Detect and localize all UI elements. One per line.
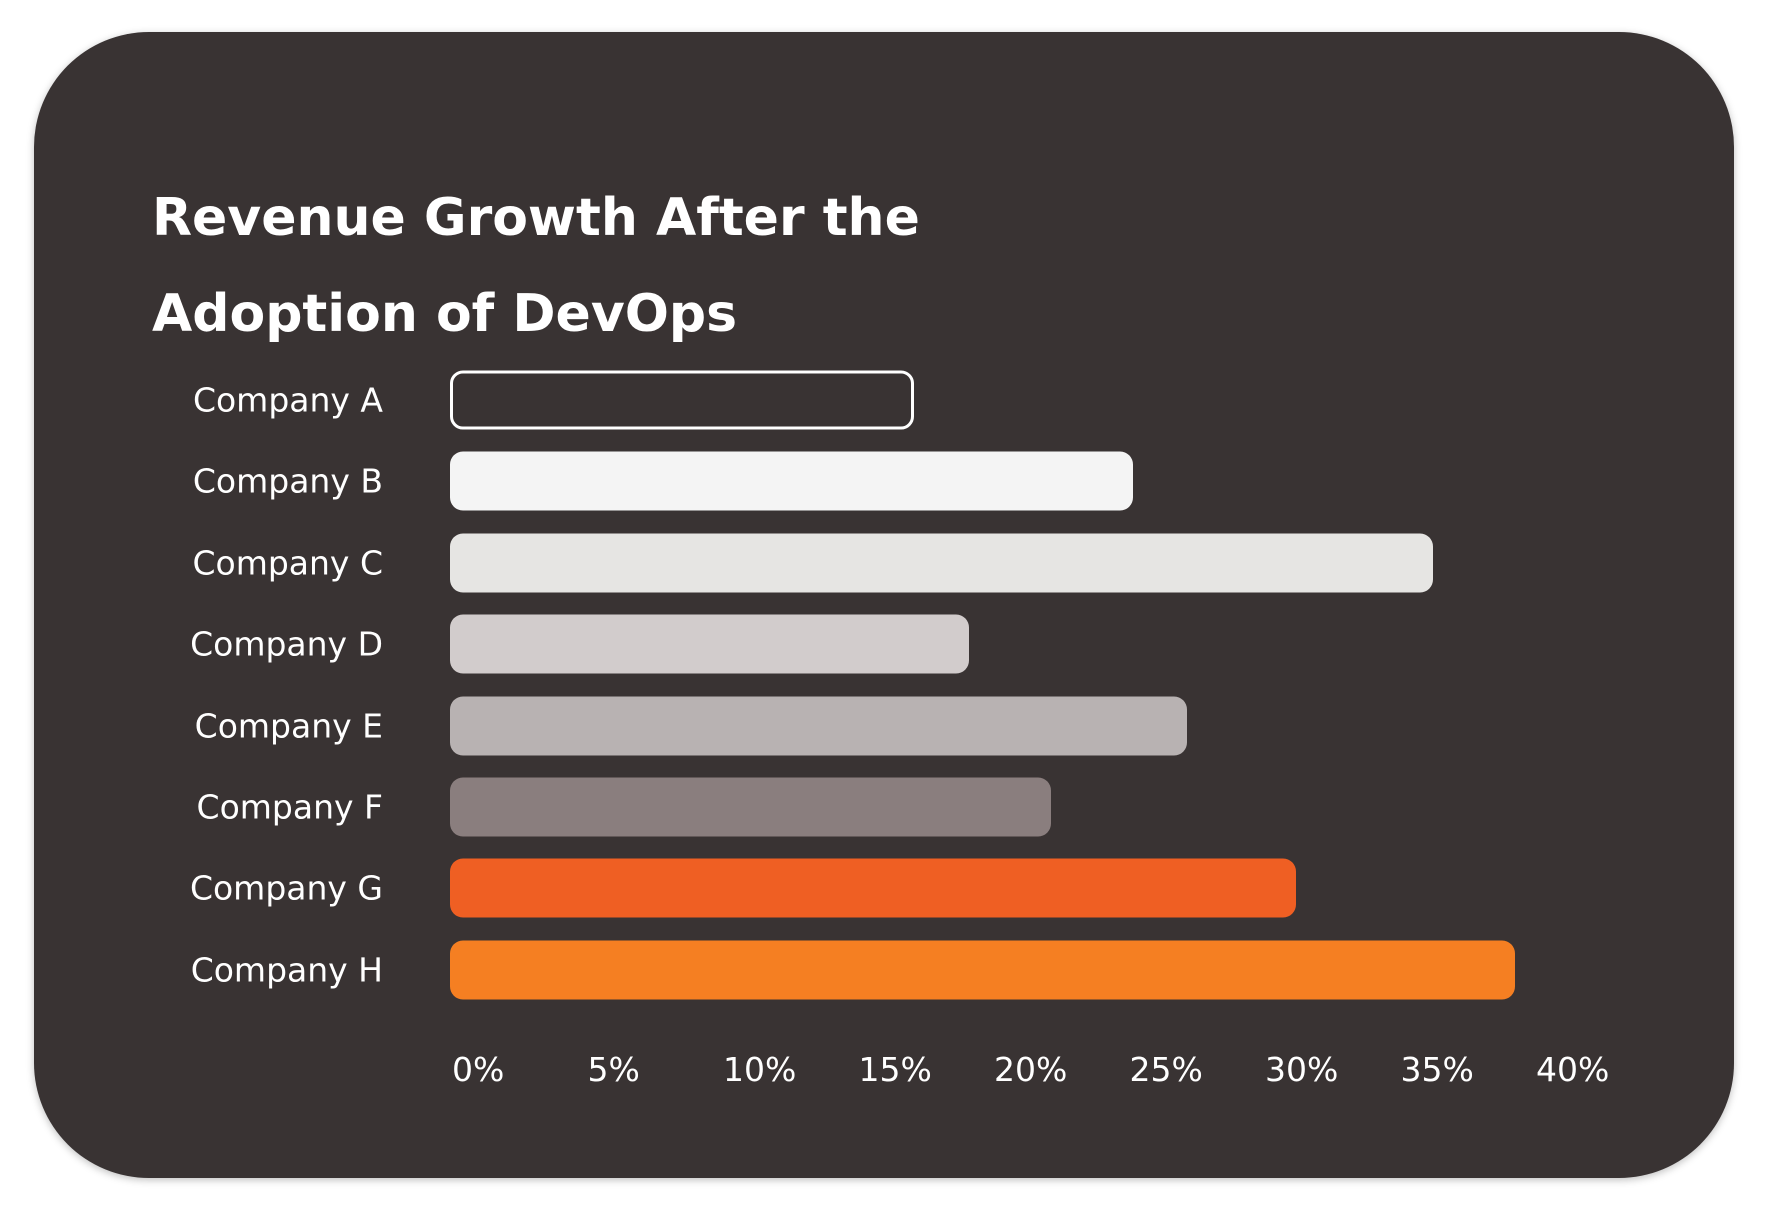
x-tick-label: 0%	[452, 1050, 505, 1089]
chart-title-line-1: Revenue Growth After the	[152, 188, 920, 248]
bar-company-h	[450, 940, 1515, 1000]
category-label: Company F	[196, 787, 383, 827]
category-label: Company B	[192, 461, 383, 501]
chart-title-line-2: Adoption of DevOps	[152, 284, 738, 344]
x-tick-label: 5%	[587, 1050, 640, 1089]
category-label: Company D	[190, 624, 383, 664]
bar-company-e	[450, 696, 1188, 756]
category-label: Company E	[194, 706, 383, 746]
category-label: Company A	[192, 380, 383, 420]
bar-company-f	[450, 777, 1051, 837]
category-label: Company C	[192, 543, 383, 583]
x-tick-label: 35%	[1400, 1050, 1474, 1089]
x-tick-label: 15%	[858, 1050, 932, 1089]
chart-card: Revenue Growth After the Adoption of Dev…	[34, 32, 1734, 1178]
bar-company-d	[450, 614, 969, 674]
x-tick-label: 25%	[1129, 1050, 1203, 1089]
x-tick-label: 20%	[994, 1050, 1068, 1089]
bar-company-c	[450, 533, 1433, 593]
x-tick-label: 30%	[1265, 1050, 1339, 1089]
chart-title: Revenue Growth After the Adoption of Dev…	[152, 170, 1052, 362]
bar-company-g	[450, 858, 1297, 918]
x-tick-label: 40%	[1536, 1050, 1610, 1089]
bar-company-a	[450, 370, 915, 430]
x-tick-label: 10%	[723, 1050, 797, 1089]
category-label: Company G	[189, 868, 383, 908]
bar-company-b	[450, 451, 1133, 511]
category-label: Company H	[190, 950, 383, 990]
